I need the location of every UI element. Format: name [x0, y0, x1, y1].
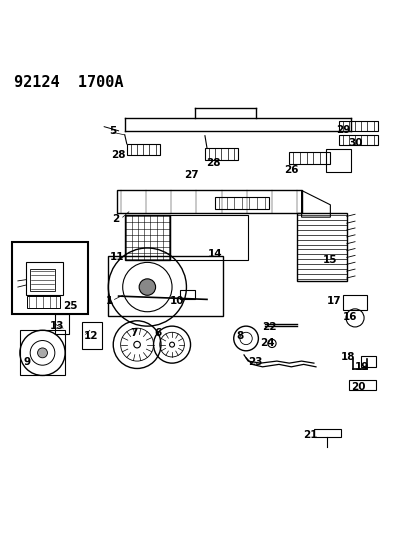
- Text: 24: 24: [260, 338, 275, 349]
- Text: 17: 17: [326, 296, 341, 306]
- Bar: [170, 215, 247, 260]
- Text: 20: 20: [350, 382, 365, 392]
- Bar: [116, 190, 301, 213]
- Text: 2: 2: [112, 214, 119, 224]
- Bar: [180, 290, 194, 300]
- Text: 13: 13: [50, 321, 64, 331]
- Bar: [124, 215, 170, 260]
- Text: 10: 10: [170, 296, 184, 306]
- Bar: [313, 429, 340, 437]
- Text: 28: 28: [111, 150, 126, 160]
- Text: 5: 5: [109, 126, 116, 136]
- Bar: [30, 269, 55, 291]
- Text: 6: 6: [154, 328, 162, 338]
- Bar: [126, 144, 159, 156]
- Bar: [204, 148, 237, 159]
- Bar: [338, 135, 377, 145]
- Text: 16: 16: [342, 312, 356, 322]
- Bar: [342, 295, 366, 310]
- Bar: [360, 356, 375, 367]
- Ellipse shape: [133, 341, 140, 348]
- Text: 9: 9: [23, 357, 31, 367]
- Text: 8: 8: [236, 330, 243, 341]
- Bar: [108, 256, 223, 316]
- Bar: [26, 262, 63, 295]
- Text: 18: 18: [339, 352, 354, 362]
- Text: 30: 30: [348, 138, 362, 148]
- Text: 1: 1: [105, 296, 112, 305]
- Bar: [325, 149, 350, 172]
- Text: 14: 14: [207, 249, 222, 259]
- Text: 19: 19: [354, 362, 369, 372]
- Text: 22: 22: [261, 322, 276, 333]
- Bar: [55, 314, 69, 334]
- Text: 27: 27: [184, 170, 198, 180]
- Text: 15: 15: [322, 255, 337, 265]
- Text: 26: 26: [283, 165, 298, 175]
- Text: 21: 21: [303, 430, 317, 440]
- Text: 23: 23: [248, 357, 262, 367]
- Text: 28: 28: [205, 158, 220, 168]
- Ellipse shape: [38, 348, 47, 358]
- Bar: [27, 296, 59, 308]
- Ellipse shape: [139, 279, 155, 295]
- Text: 11: 11: [110, 253, 124, 262]
- Text: 29: 29: [335, 125, 350, 135]
- Text: 25: 25: [63, 301, 78, 311]
- Text: 7: 7: [130, 328, 137, 338]
- Ellipse shape: [169, 342, 174, 347]
- Bar: [297, 213, 346, 281]
- Bar: [215, 197, 268, 209]
- Bar: [338, 120, 377, 131]
- Text: 92124  1700A: 92124 1700A: [14, 75, 123, 90]
- Bar: [81, 322, 102, 349]
- Bar: [348, 379, 375, 390]
- Text: 12: 12: [83, 332, 98, 342]
- Bar: [289, 152, 330, 164]
- Bar: [12, 242, 88, 314]
